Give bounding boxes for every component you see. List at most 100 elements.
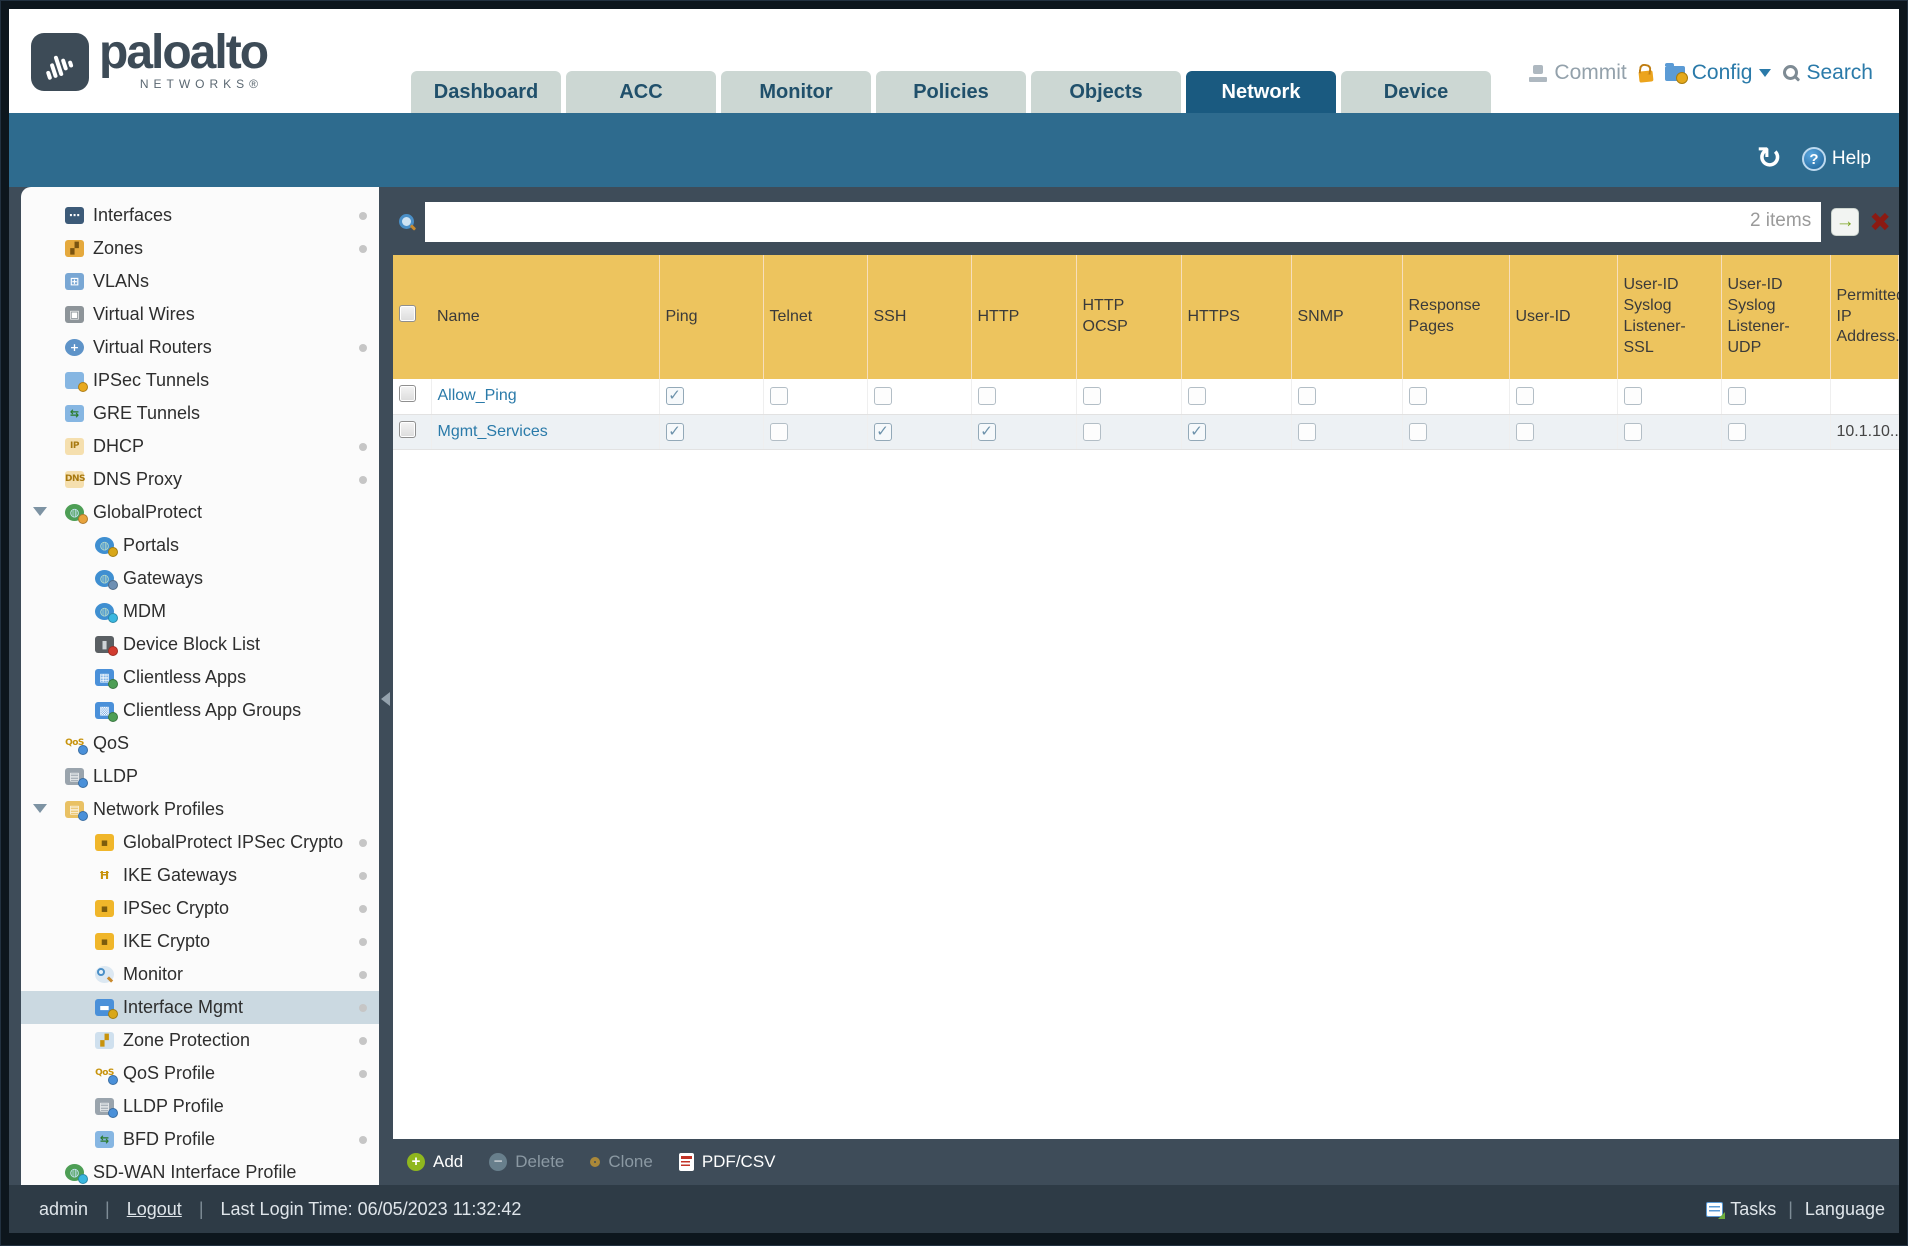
interface-mgmt-table: Name Ping Telnet SSH HTTP HTTP OCSP HTTPS SNMP R… [393, 255, 1899, 450]
delete-button[interactable]: − Delete [489, 1152, 564, 1172]
row-select-checkbox[interactable] [399, 385, 416, 403]
collapse-sidebar-icon[interactable] [381, 692, 390, 706]
sidebar-item-globalprotect[interactable]: ◍ GlobalProtect [21, 496, 379, 529]
column-header-permitted-ip-address[interactable]: Permitted IP Address... [1830, 255, 1899, 379]
column-header-http[interactable]: HTTP [971, 255, 1077, 379]
sidebar-item-qos[interactable]: QoS QoS [21, 727, 379, 760]
http-checkbox[interactable]: ✓ [977, 422, 996, 441]
row-select-checkbox[interactable] [399, 420, 416, 438]
sidebar-item-network-profiles[interactable]: ▤ Network Profiles [21, 793, 379, 826]
clone-button[interactable]: Clone [590, 1152, 653, 1172]
column-header-snmp[interactable]: SNMP [1291, 255, 1403, 379]
column-header-user-id[interactable]: User-ID [1509, 255, 1618, 379]
user-id-checkbox[interactable]: ✓ [1515, 387, 1534, 406]
sidebar-item-gateways[interactable]: ◍ Gateways [21, 562, 379, 595]
ping-checkbox[interactable]: ✓ [665, 422, 684, 441]
ping-checkbox[interactable]: ✓ [665, 387, 684, 406]
sidebar-item-qos-profile[interactable]: QoS QoS Profile [21, 1057, 379, 1090]
column-header-user-id-syslog-listener-ssl[interactable]: User-ID Syslog Listener- SSL [1617, 255, 1722, 379]
column-header-user-id-syslog-listener-udp[interactable]: User-ID Syslog Listener- UDP [1721, 255, 1831, 379]
snmp-checkbox[interactable]: ✓ [1297, 387, 1316, 406]
commit-button[interactable]: Commit [1529, 61, 1627, 85]
uid-syslog-udp-checkbox[interactable]: ✓ [1727, 387, 1746, 406]
column-header-https[interactable]: HTTPS [1181, 255, 1292, 379]
profile-name-link[interactable]: Mgmt_Services [437, 422, 548, 440]
response-pages-checkbox[interactable]: ✓ [1408, 422, 1427, 441]
https-checkbox[interactable]: ✓ [1187, 387, 1206, 406]
uid-syslog-ssl-checkbox[interactable]: ✓ [1623, 422, 1642, 441]
http-ocsp-checkbox[interactable]: ✓ [1082, 422, 1101, 441]
sidebar-item-lldp[interactable]: ▤ LLDP [21, 760, 379, 793]
column-header-response-pages[interactable]: Response Pages [1402, 255, 1510, 379]
filter-input[interactable] [425, 202, 1822, 242]
sidebar-item-sd-wan-interface-profile[interactable]: ◍ SD-WAN Interface Profile [21, 1156, 379, 1185]
http-checkbox[interactable]: ✓ [977, 387, 996, 406]
config-menu-button[interactable]: Config [1664, 61, 1772, 85]
tab-monitor[interactable]: Monitor [721, 71, 871, 113]
sidebar-item-bfd-profile[interactable]: ⇆ BFD Profile [21, 1123, 379, 1156]
clear-filter-button[interactable]: ✖ [1869, 207, 1891, 237]
refresh-icon[interactable]: ↻ [1756, 142, 1782, 175]
sidebar-item-ipsec-tunnels[interactable]: IPSec Tunnels [21, 364, 379, 397]
sidebar-item-gre-tunnels[interactable]: ⇆ GRE Tunnels [21, 397, 379, 430]
expand-collapse-icon[interactable] [33, 507, 47, 516]
column-header-name[interactable]: Name [431, 255, 660, 379]
tab-objects[interactable]: Objects [1031, 71, 1181, 113]
sidebar-item-mdm[interactable]: ◍ MDM [21, 595, 379, 628]
telnet-checkbox[interactable]: ✓ [769, 422, 788, 441]
sidebar-item-device-block-list[interactable]: ▮ Device Block List [21, 628, 379, 661]
lock-icon[interactable] [1638, 70, 1654, 83]
logout-link[interactable]: Logout [126, 1198, 182, 1219]
uid-syslog-ssl-checkbox[interactable]: ✓ [1623, 387, 1642, 406]
ssh-checkbox[interactable]: ✓ [873, 387, 892, 406]
sidebar-item-zones[interactable]: ▞ Zones [21, 232, 379, 265]
sidebar-item-ike-gateways[interactable]: Ħ IKE Gateways [21, 859, 379, 892]
user-id-checkbox[interactable]: ✓ [1515, 422, 1534, 441]
column-header-http-ocsp[interactable]: HTTP OCSP [1076, 255, 1182, 379]
response-pages-checkbox[interactable]: ✓ [1408, 387, 1427, 406]
add-button[interactable]: + Add [407, 1152, 463, 1172]
tasks-button[interactable]: Tasks [1730, 1198, 1777, 1219]
sidebar-item-globalprotect-ipsec-crypto[interactable]: ▪ GlobalProtect IPSec Crypto [21, 826, 379, 859]
sidebar-item-lldp-profile[interactable]: ▤ LLDP Profile [21, 1090, 379, 1123]
device-block-list-icon: ▮ [95, 636, 118, 656]
snmp-checkbox[interactable]: ✓ [1297, 422, 1316, 441]
tab-network[interactable]: Network [1186, 71, 1336, 113]
sidebar-item-monitor[interactable]: Monitor [21, 958, 379, 991]
tab-device[interactable]: Device [1341, 71, 1491, 113]
sidebar-item-clientless-app-groups[interactable]: ▩ Clientless App Groups [21, 694, 379, 727]
http-ocsp-checkbox[interactable]: ✓ [1082, 387, 1101, 406]
sidebar-item-virtual-routers[interactable]: + Virtual Routers [21, 331, 379, 364]
apply-filter-button[interactable]: → [1831, 208, 1860, 236]
ssh-checkbox[interactable]: ✓ [873, 422, 892, 441]
help-button[interactable]: ? Help [1801, 147, 1871, 171]
column-header-telnet[interactable]: Telnet [763, 255, 868, 379]
sidebar-item-ike-crypto[interactable]: ▪ IKE Crypto [21, 925, 379, 958]
select-all-checkbox[interactable] [399, 305, 416, 323]
sidebar-item-zone-protection[interactable]: ▞ Zone Protection [21, 1024, 379, 1057]
profile-name-link[interactable]: Allow_Ping [437, 387, 517, 405]
column-header-ssh[interactable]: SSH [867, 255, 972, 379]
uid-syslog-udp-checkbox[interactable]: ✓ [1727, 422, 1746, 441]
sidebar-splitter[interactable] [379, 187, 393, 1185]
bfd-profile-icon: ⇆ [95, 1131, 114, 1148]
sidebar-item-vlans[interactable]: ⊞ VLANs [21, 265, 379, 298]
sidebar-item-portals[interactable]: ◍ Portals [21, 529, 379, 562]
tab-policies[interactable]: Policies [876, 71, 1026, 113]
column-header-ping[interactable]: Ping [659, 255, 764, 379]
sidebar-item-virtual-wires[interactable]: ▣ Virtual Wires [21, 298, 379, 331]
sidebar-item-interface-mgmt[interactable]: ▬ Interface Mgmt [21, 991, 379, 1024]
sidebar-item-dhcp[interactable]: IP DHCP [21, 430, 379, 463]
tab-dashboard[interactable]: Dashboard [411, 71, 561, 113]
tab-acc[interactable]: ACC [566, 71, 716, 113]
sidebar-item-interfaces[interactable]: ⋯ Interfaces [21, 199, 379, 232]
sidebar-item-ipsec-crypto[interactable]: ▪ IPSec Crypto [21, 892, 379, 925]
telnet-checkbox[interactable]: ✓ [769, 387, 788, 406]
sidebar-item-clientless-apps[interactable]: ▦ Clientless Apps [21, 661, 379, 694]
pdf-csv-button[interactable]: PDF/CSV [678, 1152, 776, 1172]
expand-collapse-icon[interactable] [33, 804, 47, 813]
search-button[interactable]: Search [1783, 61, 1873, 85]
https-checkbox[interactable]: ✓ [1187, 422, 1206, 441]
sidebar-item-dns-proxy[interactable]: DNS DNS Proxy [21, 463, 379, 496]
language-button[interactable]: Language [1804, 1198, 1885, 1219]
